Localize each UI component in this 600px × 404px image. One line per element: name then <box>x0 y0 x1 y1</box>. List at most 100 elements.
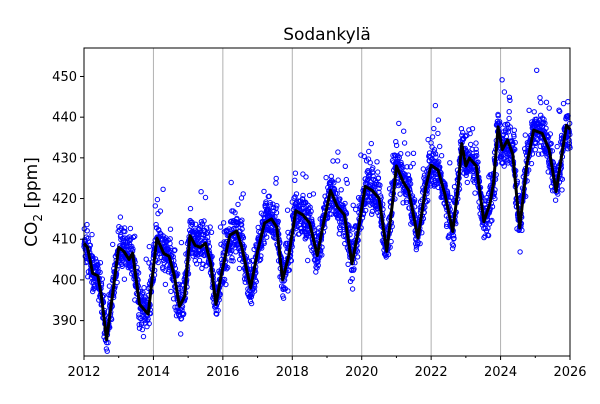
observation-point <box>181 311 187 317</box>
observation-point <box>506 109 512 115</box>
observation-point <box>532 147 538 153</box>
observation-point <box>512 139 518 146</box>
observation-point <box>522 132 528 138</box>
observation-point <box>139 320 145 326</box>
observation-point <box>198 189 204 195</box>
observation-point <box>240 235 247 241</box>
observation-point <box>335 149 341 155</box>
observation-point <box>84 221 90 228</box>
observation-point <box>398 151 404 157</box>
observation-point <box>433 154 439 160</box>
observation-point <box>330 158 336 164</box>
observation-point <box>307 211 313 217</box>
x-tick-label: 2026 <box>553 365 586 380</box>
observation-point <box>264 234 270 240</box>
observation-point <box>377 182 383 188</box>
observation-point <box>343 176 349 183</box>
observation-point <box>331 180 337 186</box>
observation-point <box>351 266 357 272</box>
observation-point <box>95 265 101 271</box>
observation-point <box>526 107 532 114</box>
observation-point <box>201 218 207 224</box>
observation-point <box>450 233 457 239</box>
observation-point <box>323 174 329 181</box>
observation-point <box>331 186 338 193</box>
y-tick-label: 400 <box>52 273 77 288</box>
observation-point <box>449 245 456 252</box>
y-tick-label: 440 <box>52 111 77 126</box>
observation-point <box>130 234 137 241</box>
observation-point <box>437 143 443 150</box>
y-tick-label: 450 <box>52 70 77 85</box>
observation-point <box>368 140 374 147</box>
observation-point <box>506 115 512 122</box>
observation-point <box>475 159 481 165</box>
observation-point <box>401 140 408 146</box>
observation-point <box>155 259 161 266</box>
observation-point <box>370 173 376 179</box>
observation-point <box>402 171 408 178</box>
observation-point <box>538 99 544 106</box>
observation-point <box>105 339 111 346</box>
observation-point <box>543 99 550 106</box>
observation-point <box>122 228 128 235</box>
observation-point <box>168 288 174 295</box>
observation-point <box>157 230 163 236</box>
observation-point <box>217 224 224 230</box>
observation-point <box>141 285 147 291</box>
observation-point <box>375 169 381 175</box>
observation-point <box>178 331 184 337</box>
observation-point <box>85 274 91 280</box>
observation-point <box>450 243 457 249</box>
observation-point <box>310 191 317 197</box>
observation-point <box>374 159 380 165</box>
observation-point <box>349 286 356 292</box>
y-tick-label: 410 <box>52 233 77 248</box>
x-tick-label: 2012 <box>67 365 100 380</box>
observation-point <box>172 247 178 253</box>
observation-point <box>248 294 255 300</box>
observation-point <box>517 249 523 255</box>
observation-point <box>425 136 431 143</box>
grid <box>152 48 502 356</box>
x-tick-label: 2014 <box>137 365 170 380</box>
observation-point <box>196 257 203 264</box>
observation-point <box>432 159 438 165</box>
observation-point <box>300 171 306 177</box>
observation-point <box>110 241 116 248</box>
observation-point <box>140 289 146 296</box>
observation-point <box>240 191 246 197</box>
observation-point <box>291 195 297 201</box>
observation-point <box>200 221 206 227</box>
observation-point <box>375 175 382 181</box>
observation-point <box>252 284 258 290</box>
observation-point <box>221 276 228 283</box>
observation-point <box>565 99 571 105</box>
observation-point <box>369 211 375 217</box>
observation-point <box>425 197 431 204</box>
x-axis: 2012 2014 2016 2018 2020 2022 2024 2026 <box>67 356 587 380</box>
x-tick-label: 2018 <box>276 365 309 380</box>
observation-point <box>557 108 563 115</box>
observation-point <box>267 200 273 206</box>
observation-point <box>225 264 231 271</box>
observation-point <box>429 134 436 140</box>
observation-point <box>228 257 234 264</box>
chart-title: Sodankylä <box>283 25 371 45</box>
observation-point <box>386 186 393 192</box>
observation-point <box>370 165 376 171</box>
observation-point <box>546 105 552 111</box>
observation-point <box>99 276 106 282</box>
observation-point <box>486 221 493 227</box>
observation-point <box>288 258 294 264</box>
observation-point <box>543 125 549 132</box>
observation-point <box>432 102 439 109</box>
observation-point <box>242 279 249 285</box>
observation-point <box>559 187 565 193</box>
observation-point <box>139 326 146 333</box>
observation-point <box>506 94 513 101</box>
observation-point <box>350 202 356 209</box>
observation-point <box>284 207 291 213</box>
observation-point <box>451 235 457 242</box>
